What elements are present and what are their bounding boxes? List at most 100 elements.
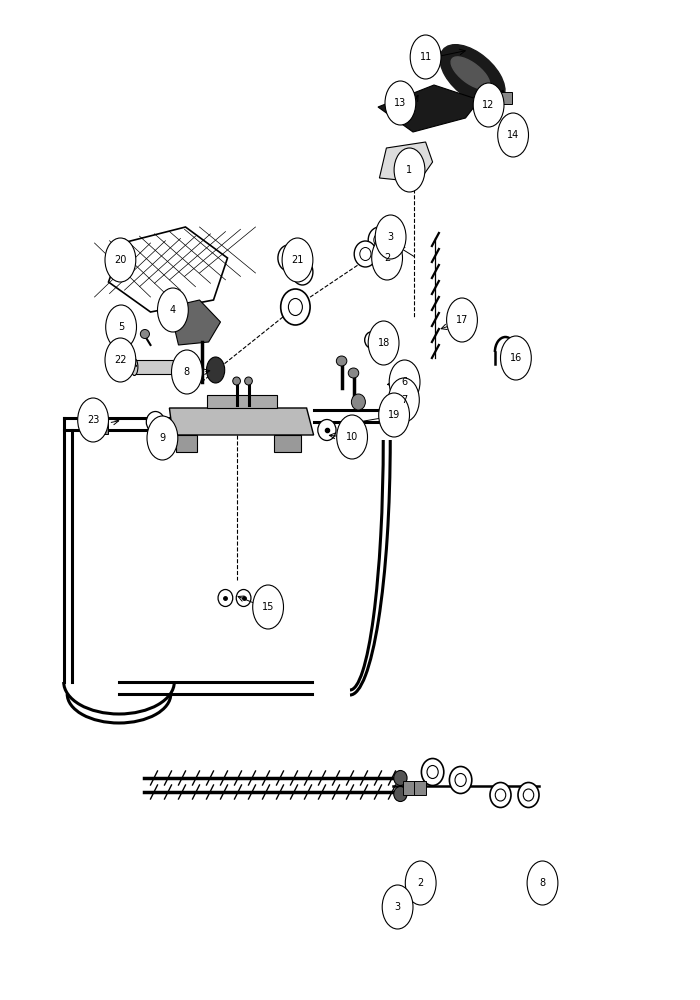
Circle shape	[172, 350, 202, 394]
Text: 14: 14	[507, 130, 519, 140]
Text: 4: 4	[170, 305, 176, 315]
Circle shape	[379, 393, 410, 437]
Ellipse shape	[496, 789, 505, 801]
Text: 10: 10	[346, 432, 358, 442]
Polygon shape	[134, 360, 188, 374]
Text: 22: 22	[114, 355, 127, 365]
Circle shape	[410, 35, 441, 79]
Ellipse shape	[237, 589, 251, 606]
Text: 1: 1	[407, 165, 412, 175]
Circle shape	[253, 585, 284, 629]
Circle shape	[500, 336, 531, 380]
Ellipse shape	[451, 57, 490, 89]
Text: 3: 3	[388, 232, 393, 242]
Ellipse shape	[440, 45, 505, 105]
Ellipse shape	[292, 259, 313, 285]
Text: 8: 8	[184, 367, 190, 377]
Circle shape	[78, 398, 108, 442]
Text: 19: 19	[388, 410, 400, 420]
Text: 16: 16	[510, 353, 522, 363]
Circle shape	[337, 415, 368, 459]
Circle shape	[158, 288, 188, 332]
Text: 20: 20	[114, 255, 127, 265]
Circle shape	[372, 236, 402, 280]
Ellipse shape	[365, 332, 380, 349]
Circle shape	[473, 83, 504, 127]
Text: 7: 7	[401, 395, 407, 405]
Ellipse shape	[278, 245, 299, 271]
Ellipse shape	[506, 132, 519, 144]
Ellipse shape	[427, 766, 438, 778]
Text: 5: 5	[118, 322, 124, 332]
Text: 2: 2	[418, 878, 424, 888]
Text: 6: 6	[402, 377, 407, 387]
Ellipse shape	[288, 298, 302, 316]
Circle shape	[385, 81, 416, 125]
Ellipse shape	[281, 289, 310, 325]
Ellipse shape	[343, 419, 354, 431]
Text: 18: 18	[377, 338, 390, 348]
Ellipse shape	[351, 394, 365, 410]
FancyBboxPatch shape	[403, 781, 416, 795]
Ellipse shape	[374, 233, 385, 246]
Ellipse shape	[354, 241, 377, 267]
Ellipse shape	[393, 786, 407, 802]
Ellipse shape	[297, 265, 307, 278]
Text: 3: 3	[395, 902, 400, 912]
Ellipse shape	[146, 412, 164, 432]
Text: 11: 11	[419, 52, 432, 62]
Circle shape	[375, 215, 406, 259]
Ellipse shape	[131, 359, 138, 375]
Ellipse shape	[524, 789, 533, 801]
Polygon shape	[378, 85, 480, 132]
Ellipse shape	[455, 774, 466, 786]
FancyBboxPatch shape	[93, 419, 108, 434]
Ellipse shape	[283, 251, 294, 264]
Ellipse shape	[518, 782, 539, 808]
Circle shape	[368, 321, 399, 365]
Ellipse shape	[360, 247, 371, 260]
Ellipse shape	[490, 782, 511, 808]
Ellipse shape	[393, 770, 407, 786]
Text: 8: 8	[540, 878, 545, 888]
Ellipse shape	[349, 368, 358, 378]
Text: 23: 23	[87, 415, 99, 425]
Text: 9: 9	[160, 433, 165, 443]
Circle shape	[105, 338, 136, 382]
Polygon shape	[108, 227, 228, 312]
Polygon shape	[169, 300, 220, 345]
FancyBboxPatch shape	[500, 92, 512, 104]
FancyBboxPatch shape	[414, 781, 426, 795]
Text: 12: 12	[482, 100, 495, 110]
Text: 15: 15	[262, 602, 274, 612]
Circle shape	[282, 238, 313, 282]
Ellipse shape	[232, 377, 241, 385]
Circle shape	[147, 416, 178, 460]
Ellipse shape	[184, 359, 191, 375]
Ellipse shape	[368, 227, 391, 253]
Polygon shape	[379, 142, 433, 182]
Text: 21: 21	[291, 255, 304, 265]
Ellipse shape	[421, 758, 444, 786]
Circle shape	[527, 861, 558, 905]
Polygon shape	[206, 395, 276, 408]
Ellipse shape	[140, 330, 150, 338]
Text: 2: 2	[384, 253, 390, 263]
Ellipse shape	[218, 589, 232, 606]
Polygon shape	[274, 435, 301, 452]
Ellipse shape	[245, 377, 252, 385]
Circle shape	[105, 238, 136, 282]
Circle shape	[394, 148, 425, 192]
Circle shape	[106, 305, 136, 349]
Polygon shape	[169, 408, 314, 435]
Ellipse shape	[336, 356, 346, 366]
Polygon shape	[176, 435, 197, 452]
Ellipse shape	[449, 766, 472, 794]
Circle shape	[389, 378, 419, 422]
Circle shape	[389, 360, 420, 404]
Circle shape	[206, 357, 225, 383]
Circle shape	[382, 885, 413, 929]
Circle shape	[405, 861, 436, 905]
Text: 13: 13	[394, 98, 407, 108]
Circle shape	[498, 113, 528, 157]
